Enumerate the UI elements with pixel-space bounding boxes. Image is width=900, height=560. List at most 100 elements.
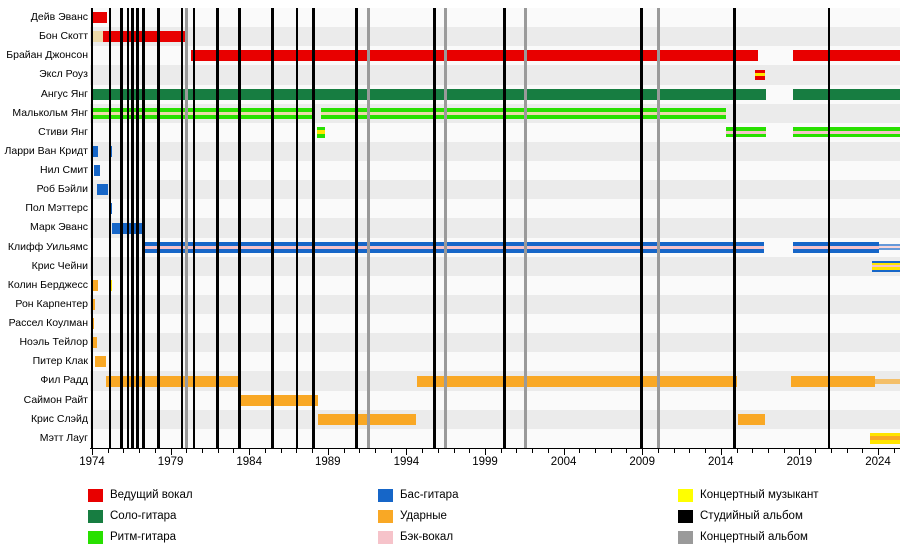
bar-stripe-orange	[318, 413, 416, 425]
member-label: Питер Клак	[32, 355, 88, 368]
legend-label: Бас-гитара	[400, 489, 459, 501]
member-label: Ларри Ван Кридт	[4, 144, 88, 157]
bar-stripe-green	[793, 127, 900, 131]
row-band	[90, 314, 900, 334]
major-tick	[720, 449, 722, 455]
member-label: Колин Берджесс	[7, 278, 88, 291]
studio-album-line	[180, 8, 184, 448]
bar-stripe-yellow	[871, 262, 900, 266]
timeline-bar	[96, 184, 108, 196]
legend-item: Ударные	[378, 510, 658, 524]
live-album-line	[444, 8, 448, 448]
bar-stripe-green	[793, 133, 900, 138]
minor-tick	[610, 449, 612, 453]
bar-stripe-pink	[878, 246, 900, 249]
minor-tick	[374, 449, 376, 453]
minor-tick	[469, 449, 471, 453]
bar-stripe-orange	[106, 375, 242, 387]
bar-stripe-green	[726, 133, 767, 138]
studio-album-line	[312, 8, 315, 448]
tick-label: 2024	[865, 456, 891, 468]
bar-stripe-red	[103, 31, 188, 43]
studio-album-line	[827, 8, 831, 448]
studio-album-line	[271, 8, 274, 448]
studio-album-line	[433, 8, 436, 448]
bar-stripe-blue	[793, 248, 879, 253]
tick-label: 2009	[629, 456, 655, 468]
bar-stripe-blue	[145, 248, 765, 253]
minor-tick	[516, 449, 518, 453]
member-label: Клифф Уильямс	[7, 240, 88, 253]
major-tick	[799, 449, 801, 455]
live-album-line	[657, 8, 661, 448]
bar-stripe-yellow	[871, 267, 900, 270]
timeline-bar	[318, 413, 416, 425]
minor-tick	[767, 449, 769, 453]
minor-tick	[547, 449, 549, 453]
minor-tick	[280, 449, 282, 453]
member-label: Эксл Роуз	[39, 68, 88, 81]
minor-tick	[217, 449, 219, 453]
minor-tick	[579, 449, 581, 453]
timeline-bar	[92, 31, 103, 43]
legend-label: Ведущий вокал	[110, 489, 193, 501]
legend-item: Бэк-вокал	[378, 531, 658, 545]
bar-stripe-darkgreen	[793, 88, 900, 100]
bar-stripe-yellow	[870, 440, 900, 444]
bar-stripe-red	[754, 69, 765, 74]
timeline-bar	[793, 127, 900, 138]
studio-album-line	[192, 8, 196, 448]
bar-stripe-pink	[793, 130, 900, 134]
row-band	[90, 256, 900, 276]
major-tick	[485, 449, 486, 455]
bar-stripe-orange	[92, 279, 98, 291]
member-label: Саймон Райт	[23, 393, 88, 406]
minor-tick	[422, 449, 424, 453]
major-tick	[563, 449, 565, 455]
timeline-bar	[92, 318, 95, 330]
legend-label: Концертный музыкант	[700, 489, 819, 501]
tick-label: 1974	[79, 456, 105, 468]
tick-label: 1984	[236, 456, 262, 468]
timeline-bar	[191, 50, 758, 62]
timeline-bar	[106, 375, 242, 387]
bar-stripe-orange	[92, 337, 98, 349]
minor-tick	[673, 449, 675, 453]
member-label: Пол Мэттерс	[25, 202, 88, 215]
legend-label: Студийный альбом	[700, 510, 803, 522]
minor-tick	[736, 449, 738, 453]
timeline-bar	[103, 31, 188, 43]
minor-tick	[233, 449, 235, 453]
bar-stripe-orange	[95, 356, 107, 368]
legend-label: Концертный альбом	[700, 531, 808, 543]
minor-tick	[783, 449, 785, 453]
bar-stripe-blue	[145, 241, 765, 246]
bar-stripe-green	[320, 114, 726, 119]
member-label: Нил Смит	[40, 164, 88, 177]
bar-stripe-blue	[871, 260, 900, 263]
member-label: Крис Чейни	[31, 259, 88, 272]
bar-stripe-orange	[241, 394, 319, 406]
bar-stripe-yellow	[316, 130, 326, 135]
legend-swatch-orange	[378, 510, 393, 523]
tick-label: 2014	[708, 456, 734, 468]
studio-album-line	[126, 8, 130, 448]
minor-tick	[312, 449, 314, 453]
minor-tick	[296, 449, 298, 453]
bar-stripe-green	[320, 107, 726, 112]
studio-album-line	[120, 8, 123, 448]
row-band	[90, 218, 900, 238]
legend-swatch-pink	[378, 531, 393, 544]
row-band	[90, 161, 900, 181]
legend-swatch-blue	[378, 489, 393, 502]
legend-label: Соло-гитара	[110, 510, 177, 522]
major-tick	[327, 449, 329, 455]
bar-stripe-red	[754, 76, 765, 80]
legend-swatch-legend_yellow	[678, 489, 693, 502]
legend-swatch-green	[88, 531, 103, 544]
major-tick	[642, 449, 644, 455]
minor-tick	[186, 449, 188, 453]
bar-stripe-orange	[874, 378, 900, 384]
bar-stripe-orange	[738, 413, 765, 425]
minor-tick	[532, 449, 534, 453]
